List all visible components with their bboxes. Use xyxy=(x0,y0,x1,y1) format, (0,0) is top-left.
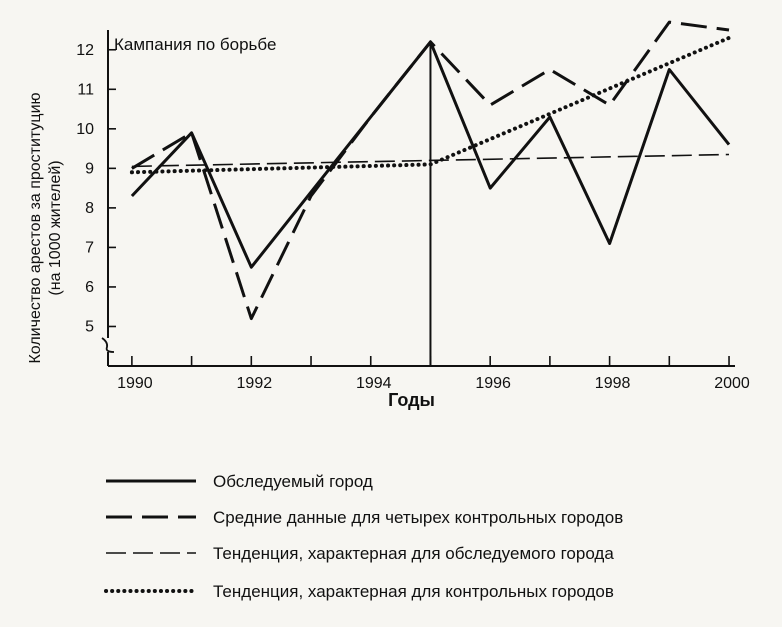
x-axis-title: Годы xyxy=(388,390,435,410)
legend-label-3: Тенденция, характерная для обследуемого … xyxy=(213,544,614,563)
x-tick-label: 2000 xyxy=(714,375,750,392)
axes: 5 6 7 8 9 10 11 12 1990 1992 1994 1996 1998 2000 Годы К… xyxy=(27,30,750,410)
y-tick-label: 11 xyxy=(77,81,94,98)
y-tick-label: 7 xyxy=(85,239,94,256)
x-tick-label: 1990 xyxy=(117,375,153,392)
legend-label-4: Тенденция, характерная для контрольных г… xyxy=(213,582,614,601)
x-tick-label: 1998 xyxy=(595,375,631,392)
x-tick-label: 1996 xyxy=(475,375,511,392)
legend-label-1: Обследуемый город xyxy=(213,472,373,491)
x-tick-label: 1994 xyxy=(356,375,392,392)
y-tick-label: 9 xyxy=(85,160,94,177)
legend: Обследуемый город Средние данные для четы… xyxy=(104,472,623,601)
axis-break-mark xyxy=(101,337,115,353)
campaign-label: Кампания по борьбе xyxy=(114,35,276,54)
y-tick-label: 12 xyxy=(76,42,94,59)
y-axis-subtitle: (на 1000 жителей) xyxy=(47,160,64,295)
x-tick-label: 1992 xyxy=(237,375,273,392)
y-tick-label: 5 xyxy=(85,318,94,335)
y-tick-label: 10 xyxy=(76,121,94,138)
legend-label-2: Средние данные для четырех контрольных г… xyxy=(213,508,623,527)
annotation-group: Кампания по борьбе xyxy=(114,35,432,366)
y-tick-label: 6 xyxy=(85,279,94,296)
y-axis-title: Количество арестов за проституцию xyxy=(27,92,44,363)
y-tick-label: 8 xyxy=(85,200,94,217)
